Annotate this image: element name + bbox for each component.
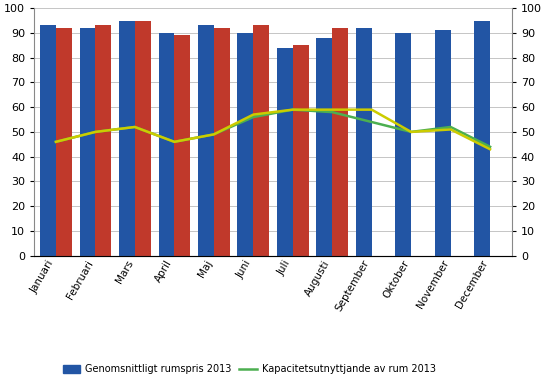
Bar [80,28,96,256]
Bar [356,28,372,256]
Bar [293,45,308,256]
Bar [135,21,151,256]
Bar [238,33,253,256]
Bar [253,26,269,256]
Bar [174,35,190,256]
Bar [214,28,229,256]
Bar [277,48,293,256]
Legend: Genomsnittligt rumspris 2013, Genomsnittligt rumspris 2014, Kapacitetsutnyttjand: Genomsnittligt rumspris 2013, Genomsnitt… [63,364,436,376]
Bar [474,21,490,256]
Bar [317,38,332,256]
Bar [158,33,174,256]
Bar [395,33,411,256]
Bar [119,21,135,256]
Bar [56,28,72,256]
Bar [332,28,348,256]
Bar [40,26,56,256]
Bar [435,30,450,256]
Bar [198,26,214,256]
Bar [96,26,111,256]
